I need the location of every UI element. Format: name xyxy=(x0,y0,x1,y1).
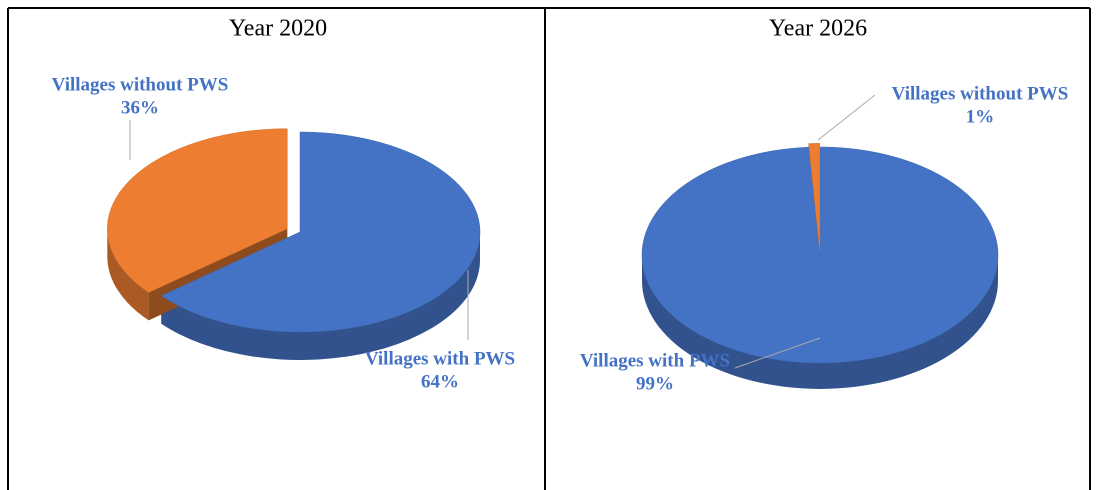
data-label: Villages with PWS xyxy=(365,348,515,369)
leader-line xyxy=(817,94,876,141)
data-label: 36% xyxy=(121,97,159,118)
slice-side xyxy=(642,255,998,389)
slice xyxy=(160,131,481,333)
slice-side xyxy=(107,228,149,321)
data-label: Villages with PWS xyxy=(580,350,730,371)
chart-title: Year 2020 xyxy=(229,16,327,42)
data-label: 1% xyxy=(966,106,995,127)
slice xyxy=(808,143,821,252)
slice xyxy=(641,146,999,364)
data-label: Villages without PWS xyxy=(52,74,229,95)
data-label: 99% xyxy=(636,373,674,394)
leader-line xyxy=(734,337,821,369)
slice-side xyxy=(161,232,480,360)
chart-title: Year 2026 xyxy=(769,16,867,42)
data-label: Villages without PWS xyxy=(892,83,1069,104)
slice xyxy=(107,128,288,293)
data-label: 64% xyxy=(421,371,459,392)
